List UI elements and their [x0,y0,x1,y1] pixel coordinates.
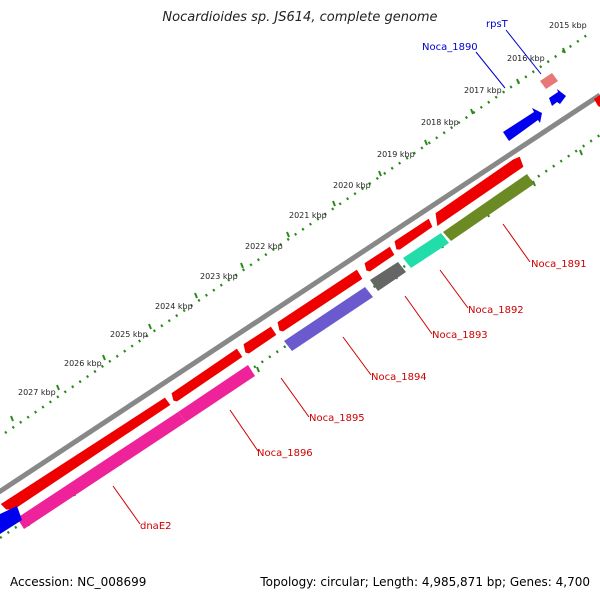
noca1892-arrow[interactable] [403,233,449,268]
gene-label-rpsT: rpsT [486,19,509,30]
gene-label-noca1892: Noca_1892 [468,305,524,316]
kbp-label-2021: 2021 kbp [289,211,327,220]
outer-tick-track [4,31,591,435]
kbp-label-2018: 2018 kbp [421,118,459,127]
noca1891-leader [502,223,531,263]
noca1895-arrow[interactable] [178,365,255,422]
rpsT-leader [505,29,542,75]
kbp-label-2024: 2024 kbp [155,302,193,311]
orf-arrow-5[interactable] [242,325,278,355]
dnae2-arrow[interactable] [0,506,22,534]
noca1890-arrow[interactable] [549,89,566,106]
outer-major-ticks [10,47,566,422]
orf-arrow-1[interactable] [434,155,525,228]
offscreen-red-arrow[interactable] [594,95,600,107]
accession-text: Accession: NC_008699 [10,575,147,589]
gene-label-noca1890: Noca_1890 [422,42,478,53]
noca1890-leader [475,51,506,89]
kbp-label-2026: 2026 kbp [64,359,102,368]
kbp-label-2025: 2025 kbp [110,330,148,339]
noca1894-leader [342,336,372,376]
kbp-label-2023: 2023 kbp [200,272,238,281]
noca1890-arrow-lower[interactable] [503,108,542,141]
rpsT-arrow[interactable] [540,73,558,89]
noca1894-arrow[interactable] [284,287,373,351]
kbp-label-2022: 2022 kbp [245,242,283,251]
noca1896-arrow[interactable] [17,412,186,529]
noca1893-leader [404,295,433,335]
kbp-label-2017: 2017 kbp [464,86,502,95]
gene-label-noca1893: Noca_1893 [432,330,488,341]
noca1893-arrow[interactable] [370,262,406,291]
gene-label-noca1894: Noca_1894 [371,372,427,383]
noca1896-leader [229,409,259,452]
gene-label-noca1896: Noca_1896 [257,448,313,459]
noca1891-arrow[interactable] [443,174,534,241]
orf-track-arrows [0,155,525,511]
genome-backbone [0,92,600,495]
orf-arrow-2[interactable] [393,217,434,251]
kbp-label-2019: 2019 kbp [377,150,415,159]
kbp-label-2015: 2015 kbp [549,21,587,30]
orf-arrow-6[interactable] [170,347,244,403]
gene-label-noca1891: Noca_1891 [531,259,587,270]
gene-label-noca1895: Noca_1895 [309,413,365,424]
noca1895-leader [280,377,310,418]
noca1892-leader [439,269,469,309]
kbp-label-2027: 2027 kbp [18,388,56,397]
kbp-label-2020: 2020 kbp [333,181,371,190]
orf-arrow-7[interactable] [0,396,172,511]
gene-label-dnae2: dnaE2 [140,521,172,532]
genome-summary-text: Topology: circular; Length: 4,985,871 bp… [260,575,590,589]
orf-arrow-3[interactable] [363,245,396,273]
kbp-label-2016: 2016 kbp [507,54,545,63]
orf-arrow-4[interactable] [276,268,364,333]
map-title: Nocardioides sp. JS614, complete genome [162,10,438,25]
dnae2-leader [112,485,141,525]
